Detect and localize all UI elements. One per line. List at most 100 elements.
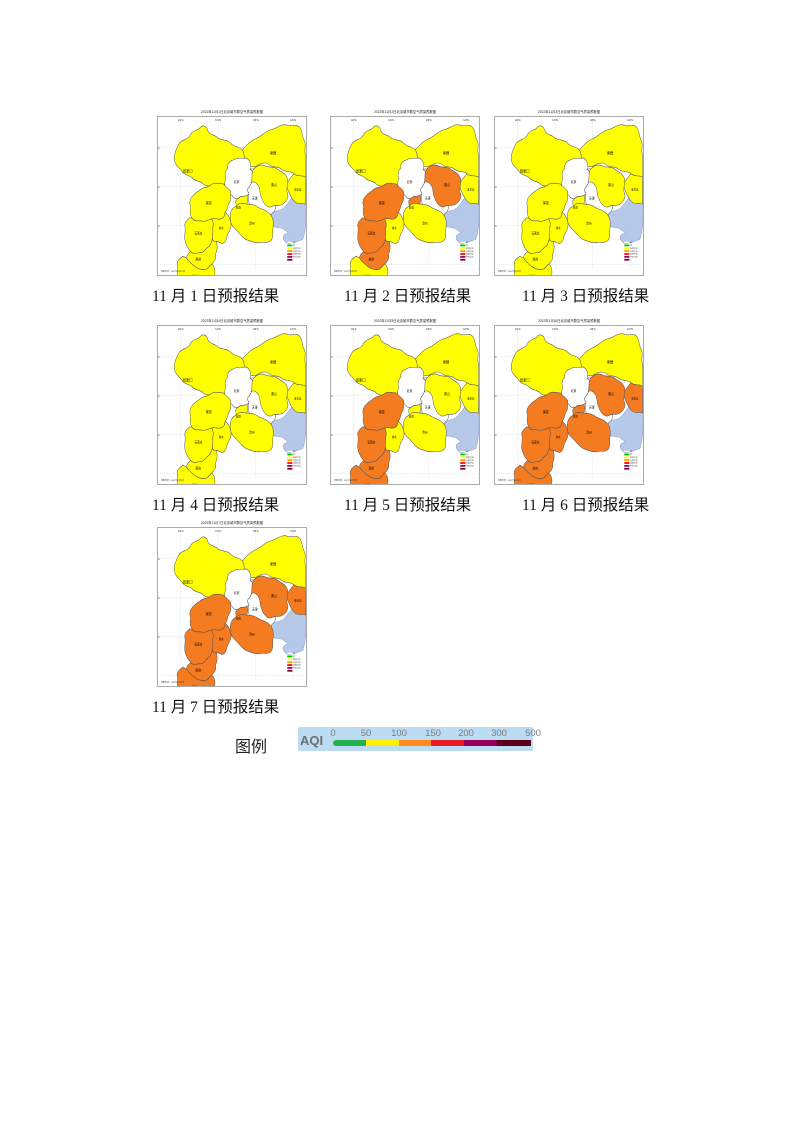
svg-text:石家庄: 石家庄	[194, 439, 202, 444]
svg-text:秦皇岛: 秦皇岛	[294, 396, 302, 400]
svg-text:唐山: 唐山	[271, 593, 277, 598]
svg-text:120°E: 120°E	[627, 120, 633, 122]
svg-text:北京: 北京	[234, 387, 240, 392]
svg-text:114°E: 114°E	[351, 329, 357, 331]
svg-text:石家庄: 石家庄	[531, 439, 539, 444]
svg-text:廊坊: 廊坊	[573, 205, 578, 209]
svg-text:承德: 承德	[443, 150, 450, 155]
svg-text:沧州: 沧州	[586, 429, 592, 434]
svg-text:承德: 承德	[607, 359, 614, 364]
svg-text:北京: 北京	[407, 178, 413, 183]
svg-text:秦皇岛: 秦皇岛	[467, 396, 475, 400]
svg-text:118°E: 118°E	[590, 329, 596, 331]
svg-text:天津: 天津	[425, 404, 431, 409]
svg-text:116°E: 116°E	[552, 329, 558, 331]
svg-text:邯郸: 邯郸	[192, 684, 198, 686]
svg-text:衡水: 衡水	[392, 435, 397, 439]
svg-text:唐山: 唐山	[608, 391, 614, 396]
svg-text:118°E: 118°E	[426, 120, 432, 122]
svg-text:秦皇岛: 秦皇岛	[467, 187, 475, 191]
svg-text:廊坊: 廊坊	[236, 205, 241, 209]
svg-text:天津: 天津	[252, 195, 258, 200]
svg-text:118°E: 118°E	[426, 329, 432, 331]
svg-text:北京: 北京	[571, 178, 577, 183]
svg-text:118°E: 118°E	[253, 329, 259, 331]
svg-text:北京: 北京	[571, 387, 577, 392]
svg-text:邢台: 邢台	[532, 465, 538, 470]
svg-text:120°E: 120°E	[290, 120, 296, 122]
svg-text:唐山: 唐山	[444, 391, 450, 396]
svg-text:秦皇岛: 秦皇岛	[294, 598, 302, 602]
svg-text:沧州: 沧州	[249, 631, 255, 636]
svg-text:沧州: 沧州	[249, 220, 255, 225]
svg-text:张家口: 张家口	[356, 168, 366, 173]
svg-text:北京: 北京	[407, 387, 413, 392]
svg-text:张家口: 张家口	[356, 377, 366, 382]
svg-text:石家庄: 石家庄	[194, 230, 202, 235]
svg-text:邯郸: 邯郸	[529, 273, 535, 275]
svg-text:唐山: 唐山	[444, 182, 450, 187]
svg-text:承德: 承德	[270, 150, 277, 155]
svg-text:北京: 北京	[234, 589, 240, 594]
svg-text:邯郸: 邯郸	[365, 273, 371, 275]
svg-text:118°E: 118°E	[253, 120, 259, 122]
svg-text:保定: 保定	[379, 200, 386, 205]
svg-text:116°E: 116°E	[215, 329, 221, 331]
svg-text:保定: 保定	[543, 409, 550, 414]
svg-text:天津: 天津	[252, 404, 258, 409]
svg-text:114°E: 114°E	[178, 329, 184, 331]
svg-text:120°E: 120°E	[463, 120, 469, 122]
svg-text:天津: 天津	[425, 195, 431, 200]
svg-text:石家庄: 石家庄	[194, 641, 202, 646]
svg-text:衡水: 衡水	[392, 226, 397, 230]
svg-text:唐山: 唐山	[271, 182, 277, 187]
svg-text:118°E: 118°E	[590, 120, 596, 122]
svg-text:承德: 承德	[270, 561, 277, 566]
svg-text:116°E: 116°E	[215, 120, 221, 122]
svg-text:116°E: 116°E	[215, 531, 221, 533]
svg-text:衡水: 衡水	[219, 226, 224, 230]
svg-text:沧州: 沧州	[586, 220, 592, 225]
svg-text:衡水: 衡水	[556, 435, 561, 439]
svg-text:衡水: 衡水	[556, 226, 561, 230]
svg-text:石家庄: 石家庄	[367, 230, 375, 235]
svg-text:廊坊: 廊坊	[236, 414, 241, 418]
svg-text:衡水: 衡水	[219, 637, 224, 641]
svg-text:承德: 承德	[270, 359, 277, 364]
svg-text:邯郸: 邯郸	[365, 482, 371, 484]
svg-text:118°E: 118°E	[253, 531, 259, 533]
svg-text:北京: 北京	[234, 178, 240, 183]
svg-text:沧州: 沧州	[422, 220, 428, 225]
svg-text:邢台: 邢台	[195, 256, 201, 261]
svg-text:唐山: 唐山	[271, 391, 277, 396]
svg-text:114°E: 114°E	[351, 120, 357, 122]
svg-text:张家口: 张家口	[183, 579, 193, 584]
svg-text:秦皇岛: 秦皇岛	[631, 396, 639, 400]
svg-text:保定: 保定	[206, 611, 213, 616]
svg-text:保定: 保定	[206, 200, 213, 205]
svg-text:116°E: 116°E	[388, 120, 394, 122]
svg-text:114°E: 114°E	[178, 120, 184, 122]
svg-text:120°E: 120°E	[463, 329, 469, 331]
svg-text:唐山: 唐山	[608, 182, 614, 187]
svg-text:沧州: 沧州	[422, 429, 428, 434]
svg-text:114°E: 114°E	[178, 531, 184, 533]
svg-text:邯郸: 邯郸	[192, 273, 198, 275]
svg-text:张家口: 张家口	[183, 168, 193, 173]
svg-text:张家口: 张家口	[520, 168, 530, 173]
svg-text:石家庄: 石家庄	[531, 230, 539, 235]
svg-text:张家口: 张家口	[183, 377, 193, 382]
svg-text:邯郸: 邯郸	[529, 482, 535, 484]
svg-text:天津: 天津	[589, 404, 595, 409]
svg-text:天津: 天津	[252, 606, 258, 611]
svg-text:秦皇岛: 秦皇岛	[294, 187, 302, 191]
svg-text:沧州: 沧州	[249, 429, 255, 434]
svg-text:廊坊: 廊坊	[409, 414, 414, 418]
svg-text:天津: 天津	[589, 195, 595, 200]
svg-text:116°E: 116°E	[552, 120, 558, 122]
svg-text:保定: 保定	[543, 200, 550, 205]
svg-text:廊坊: 廊坊	[236, 616, 241, 620]
svg-text:秦皇岛: 秦皇岛	[631, 187, 639, 191]
svg-text:承德: 承德	[443, 359, 450, 364]
svg-text:邢台: 邢台	[368, 465, 374, 470]
